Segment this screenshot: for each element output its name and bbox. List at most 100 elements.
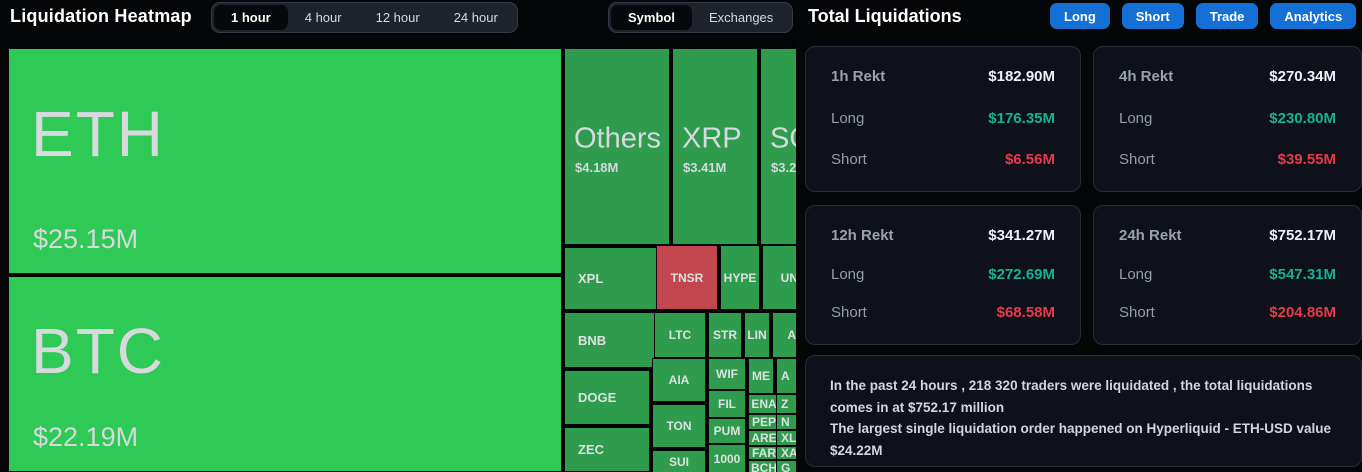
tile-symbol: BCH <box>751 461 777 472</box>
long-value: $230.80M <box>1269 109 1336 127</box>
card-total-value: $182.90M <box>988 68 1055 85</box>
toggle-exchanges[interactable]: Exchanges <box>692 5 790 30</box>
treemap-tile-z[interactable]: Z <box>776 394 796 414</box>
card-header-row: 4h Rekt $270.34M <box>1119 68 1336 85</box>
tile-symbol: FAR <box>752 446 776 460</box>
treemap-tile-xa[interactable]: XA <box>776 446 796 460</box>
tab-12-hour[interactable]: 12 hour <box>359 5 437 30</box>
tile-symbol: FIL <box>718 397 736 411</box>
short-label: Short <box>1119 304 1155 321</box>
tile-symbol: ENA <box>751 397 777 411</box>
treemap-tile-ton[interactable]: TON <box>652 404 706 448</box>
tile-value: $3.41M <box>683 160 727 176</box>
tab-24-hour[interactable]: 24 hour <box>437 5 515 30</box>
treemap-tile-eth[interactable]: ETH $25.15M <box>8 48 562 274</box>
long-value: $272.69M <box>988 265 1055 283</box>
tile-symbol: XRP <box>682 122 742 155</box>
trade-button[interactable]: Trade <box>1195 3 1259 29</box>
tile-value: $3.29M <box>771 160 796 176</box>
tile-symbol: DOGE <box>578 390 617 405</box>
treemap-tile-sui[interactable]: SUI <box>652 450 706 472</box>
tile-symbol: LTC <box>668 328 692 342</box>
treemap-tile-pep[interactable]: PEP <box>748 414 780 430</box>
treemap-tile-hype[interactable]: HYPE <box>720 245 760 310</box>
short-label: Short <box>1119 151 1155 168</box>
card-total-value: $752.17M <box>1269 227 1336 244</box>
toggle-symbol[interactable]: Symbol <box>611 5 692 30</box>
treemap-tile-are[interactable]: ARE <box>748 430 780 446</box>
symbol-exchanges-toggle: Symbol Exchanges <box>608 2 794 33</box>
stat-card-12h: 12h Rekt $341.27M Long $272.69M Short $6… <box>805 205 1081 345</box>
card-long-row: Long $547.31M <box>1119 266 1336 283</box>
tile-symbol: BTC <box>31 314 165 387</box>
card-short-row: Short $39.55M <box>1119 151 1336 168</box>
tile-symbol: A <box>781 369 790 383</box>
treemap-tile-str[interactable]: STR <box>708 312 742 358</box>
stat-card-24h: 24h Rekt $752.17M Long $547.31M Short $2… <box>1093 205 1362 345</box>
analytics-button[interactable]: Analytics <box>1270 3 1357 29</box>
treemap-tile-tnsr[interactable]: TNSR <box>656 245 718 310</box>
long-button[interactable]: Long <box>1050 3 1110 29</box>
short-value: $204.86M <box>1269 304 1336 321</box>
treemap-tile-1000[interactable]: 1000 <box>708 444 746 472</box>
tile-symbol: XL <box>781 431 796 445</box>
treemap-tile-ltc[interactable]: LTC <box>654 312 706 358</box>
card-title: 12h Rekt <box>831 227 894 244</box>
treemap-tile-uni[interactable]: UNI <box>762 245 796 310</box>
tile-symbol: XA <box>781 446 796 460</box>
short-label: Short <box>831 151 867 168</box>
treemap-tile-lin[interactable]: LIN <box>744 312 770 358</box>
tile-symbol: UNI <box>780 270 796 285</box>
tile-symbol: PEP <box>751 415 776 429</box>
tile-value: $4.18M <box>575 160 619 176</box>
tile-symbol: SUI <box>668 455 689 469</box>
tile-symbol: ZEC <box>578 442 604 457</box>
tile-symbol: ME <box>752 369 770 383</box>
long-label: Long <box>1119 109 1153 127</box>
card-header-row: 12h Rekt $341.27M <box>831 227 1055 244</box>
tile-symbol: TON <box>666 419 692 433</box>
tile-symbol: ARE <box>751 431 777 445</box>
long-label: Long <box>831 109 865 127</box>
treemap-tile-btc[interactable]: BTC $22.19M <box>8 276 562 472</box>
treemap-tile-xpl[interactable]: XPL <box>564 247 662 310</box>
treemap-tile-fil[interactable]: FIL <box>708 390 746 418</box>
treemap-tile-n[interactable]: N <box>776 414 796 430</box>
tile-value: $22.19M <box>33 422 139 452</box>
treemap-tile-aia[interactable]: AIA <box>652 358 706 402</box>
header: Liquidation Heatmap 1 hour 4 hour 12 hou… <box>0 0 1362 36</box>
card-total-value: $270.34M <box>1269 68 1336 85</box>
tab-1-hour[interactable]: 1 hour <box>214 5 288 30</box>
tile-symbol: AA <box>787 328 796 342</box>
tile-symbol: 1000 <box>713 452 741 466</box>
tile-symbol: STR <box>713 328 737 342</box>
tile-symbol: HYPE <box>723 270 757 285</box>
treemap-tile-sol[interactable]: SOL $3.29M <box>760 48 796 245</box>
summary-line-1: In the past 24 hours , 218 320 traders w… <box>830 378 1313 415</box>
treemap-tile-a[interactable]: A <box>776 358 796 394</box>
short-value: $68.58M <box>996 304 1055 321</box>
tile-symbol: SOL <box>770 122 796 155</box>
treemap-tile-aa[interactable]: AA <box>772 312 796 358</box>
tab-4-hour[interactable]: 4 hour <box>288 5 359 30</box>
treemap-tile-g[interactable]: G <box>776 460 796 472</box>
page-title: Liquidation Heatmap <box>10 6 192 26</box>
treemap-tile-pum[interactable]: PUM <box>708 418 746 444</box>
short-label: Short <box>831 304 867 321</box>
treemap-tile-me[interactable]: ME <box>748 358 774 394</box>
short-button[interactable]: Short <box>1121 3 1184 29</box>
card-title: 1h Rekt <box>831 68 886 85</box>
treemap-tile-zec[interactable]: ZEC <box>564 427 650 472</box>
action-buttons: Long Short Trade Analytics <box>1050 3 1357 29</box>
long-label: Long <box>831 265 865 283</box>
treemap-tile-far[interactable]: FAR <box>748 446 780 460</box>
card-header-row: 24h Rekt $752.17M <box>1119 227 1336 244</box>
treemap-tile-wif[interactable]: WIF <box>708 358 746 390</box>
summary-line-2: The largest single liquidation order hap… <box>830 421 1332 458</box>
treemap-tile-xrp[interactable]: XRP $3.41M <box>672 48 758 245</box>
treemap-tile-doge[interactable]: DOGE <box>564 370 650 425</box>
treemap-tile-others[interactable]: Others $4.18M <box>564 48 670 245</box>
liquidation-treemap: ETH $25.15M BTC $22.19M Others $4.18M XRP $3.41… <box>8 40 796 472</box>
treemap-tile-xl[interactable]: XL <box>776 430 796 446</box>
treemap-tile-bnb[interactable]: BNB <box>564 312 662 368</box>
